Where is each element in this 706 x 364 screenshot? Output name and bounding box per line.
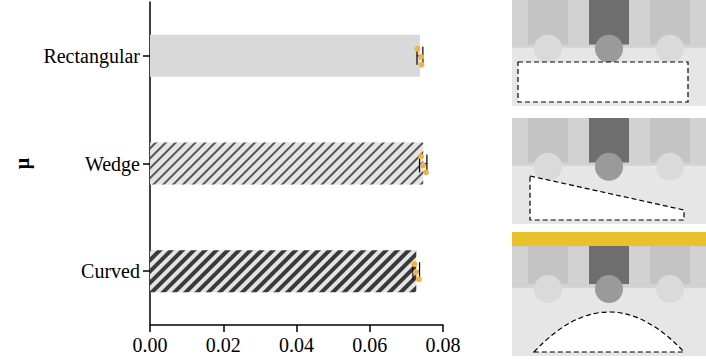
svg-text:0.02: 0.02 [206, 334, 241, 356]
svg-text:0.04: 0.04 [279, 334, 314, 356]
svg-text:Wedge: Wedge [85, 153, 140, 176]
svg-text:0.00: 0.00 [133, 334, 168, 356]
svg-text:0.06: 0.06 [352, 334, 387, 356]
svg-text:0.08: 0.08 [426, 334, 461, 356]
svg-text:Rectangular: Rectangular [43, 45, 140, 68]
svg-text:Curved: Curved [81, 260, 140, 282]
svg-text:μ: μ [11, 157, 34, 169]
